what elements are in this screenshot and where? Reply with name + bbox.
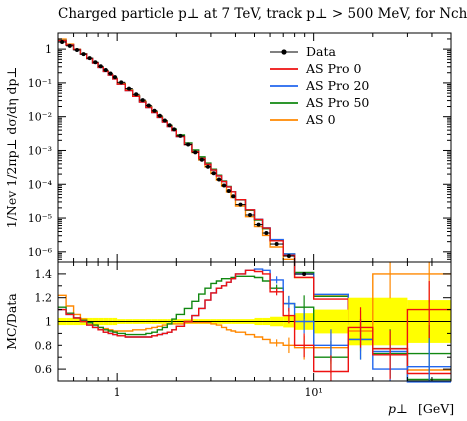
chart-title: Charged particle p⊥ at 7 TeV, track p⊥ >… [58,6,467,22]
x-tick-label: 1 [114,386,121,399]
ratio-y-tick-label: 1 [45,316,52,329]
x-tick-label: 10¹ [304,386,322,399]
main-y-tick-label: 10⁻² [28,111,52,124]
legend-label-as-0: AS 0 [305,112,336,127]
legend-label-as-pro-50: AS Pro 50 [305,95,369,110]
main-plot-frame [57,32,452,263]
main-y-axis-label: 1/Nev 1/2πp⊥ dσ/dη dp⊥ [4,67,19,229]
main-y-tick-label: 10⁻³ [28,144,52,157]
legend: Data AS Pro 0 AS Pro 20 AS Pro 50 AS 0 [270,44,369,127]
main-y-tick-label: 10⁻⁴ [28,178,53,191]
legend-label-as-pro-0: AS Pro 0 [305,61,361,76]
legend-marker-data [281,49,287,55]
ratio-y-tick-label: 0.6 [35,363,53,376]
main-y-tick-label: 10⁻¹ [28,77,52,90]
x-axis-unit: [GeV] [418,401,454,416]
ratio-y-tick-label: 0.8 [35,339,53,352]
ratio-y-tick-label: 1.2 [35,292,53,305]
main-y-tick-label: 10⁻⁵ [28,212,52,225]
main-y-tick-label: 1 [45,43,52,56]
main-panel: 1 10⁻¹ 10⁻² 10⁻³ 10⁻⁴ 10⁻⁵ 10⁻⁶ 1/Nev 1/2πp⊥ d… [4,32,452,383]
main-y-tick-label: 10⁻⁶ [28,246,53,259]
legend-label-as-pro-20: AS Pro 20 [305,78,369,93]
legend-label-data: Data [306,44,336,59]
ratio-y-tick-label: 1.4 [35,268,53,281]
ratio-y-axis-label: MC/Data [4,293,19,350]
ratio-panel: 1 10¹ 1.4 1.2 1 0.8 0.6 MC/Data [4,261,452,399]
x-axis-label: p⊥ [388,401,408,416]
ratio-series-as-pro-0 [58,269,451,373]
